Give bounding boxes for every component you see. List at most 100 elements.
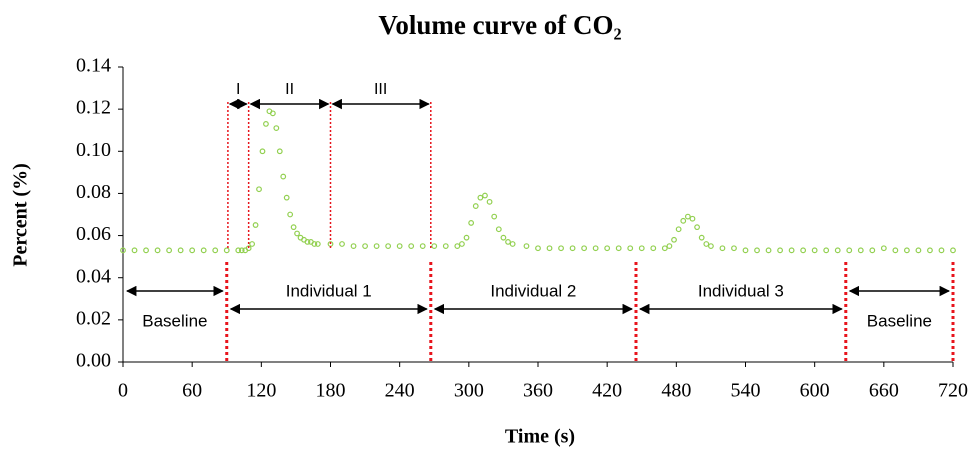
- data-point: [698, 234, 705, 241]
- data-point: [143, 247, 149, 254]
- phase-label: III: [374, 81, 387, 98]
- x-tick-label: 0: [118, 380, 128, 402]
- data-point: [463, 234, 470, 241]
- data-point: [408, 243, 415, 250]
- segment-label: Individual 2: [490, 281, 576, 300]
- y-tick-label: 0.08: [76, 181, 111, 203]
- data-point: [950, 247, 956, 254]
- data-point: [569, 245, 576, 252]
- data-point: [915, 247, 922, 254]
- data-point: [661, 245, 668, 252]
- data-point: [650, 245, 657, 252]
- segment-label: Baseline: [142, 311, 207, 330]
- data-point: [280, 173, 287, 180]
- data-point: [857, 247, 864, 254]
- data-point: [811, 247, 818, 254]
- x-tick-label: 480: [661, 380, 691, 402]
- data-point: [290, 224, 297, 231]
- y-tick-label: 0.00: [76, 350, 111, 372]
- data-point: [252, 222, 259, 228]
- phase-label: II: [285, 81, 294, 98]
- x-tick-label: 300: [454, 380, 484, 402]
- data-point: [276, 148, 283, 155]
- data-point: [314, 241, 321, 247]
- data-point: [666, 243, 673, 250]
- data-point: [431, 243, 438, 250]
- x-axis-label: Time (s): [505, 426, 575, 448]
- data-point: [903, 247, 910, 254]
- data-point: [259, 148, 266, 155]
- data-point: [263, 120, 269, 127]
- data-point: [442, 243, 449, 250]
- chart-title: Volume curve of CO₂: [378, 10, 621, 40]
- data-point: [212, 247, 219, 254]
- x-tick-label: 60: [182, 380, 202, 402]
- data-point: [245, 245, 252, 252]
- data-point: [938, 247, 945, 254]
- data-point: [703, 241, 710, 247]
- data-point: [287, 211, 294, 218]
- data-point: [482, 192, 488, 199]
- data-point: [311, 241, 318, 247]
- data-point: [505, 238, 511, 245]
- data-point: [477, 194, 484, 201]
- data-point: [177, 247, 184, 254]
- data-point: [671, 236, 677, 243]
- data-point: [680, 217, 687, 224]
- data-point: [200, 247, 207, 254]
- data-point: [892, 247, 899, 254]
- data-point: [486, 198, 493, 205]
- data-point: [880, 245, 887, 252]
- data-point: [419, 243, 426, 250]
- data-point: [719, 245, 726, 252]
- data-point: [472, 203, 479, 209]
- data-point: [468, 220, 475, 226]
- x-tick-label: 660: [869, 380, 899, 402]
- data-point: [256, 186, 262, 193]
- data-point: [694, 224, 700, 231]
- x-tick-label: 420: [592, 380, 622, 402]
- y-axis-label: Percent (%): [10, 163, 32, 266]
- data-point: [491, 213, 498, 220]
- data-point: [509, 241, 516, 247]
- phase-label: I: [236, 81, 240, 98]
- data-point: [627, 245, 634, 252]
- data-point: [269, 110, 276, 117]
- y-tick-label: 0.10: [76, 139, 111, 161]
- data-point: [223, 247, 230, 254]
- data-point: [166, 247, 173, 254]
- data-point: [339, 241, 345, 247]
- x-tick-label: 240: [385, 380, 415, 402]
- data-point: [535, 245, 541, 252]
- data-point: [273, 125, 280, 132]
- data-point: [684, 213, 691, 220]
- y-tick-label: 0.14: [76, 55, 111, 77]
- data-point: [396, 243, 403, 250]
- x-tick-label: 600: [800, 380, 830, 402]
- data-point: [615, 245, 622, 252]
- data-point: [362, 243, 368, 250]
- data-point: [638, 245, 645, 252]
- data-point: [373, 243, 380, 250]
- data-point: [834, 247, 841, 254]
- data-point: [765, 247, 772, 254]
- data-point: [869, 247, 876, 254]
- segment-label: Baseline: [867, 311, 932, 330]
- data-point: [689, 215, 696, 222]
- data-point: [846, 247, 853, 254]
- x-tick-label: 120: [246, 380, 276, 402]
- data-point: [754, 247, 760, 254]
- data-point: [304, 238, 311, 245]
- data-point: [788, 247, 795, 254]
- data-point: [459, 241, 465, 247]
- y-tick-label: 0.02: [76, 307, 111, 329]
- data-point: [454, 243, 461, 250]
- data-point: [385, 243, 392, 250]
- data-point: [800, 247, 807, 254]
- data-point: [495, 226, 502, 233]
- x-tick-label: 540: [731, 380, 761, 402]
- data-point: [558, 245, 564, 252]
- y-tick-label: 0.12: [76, 97, 111, 119]
- data-point: [283, 194, 290, 201]
